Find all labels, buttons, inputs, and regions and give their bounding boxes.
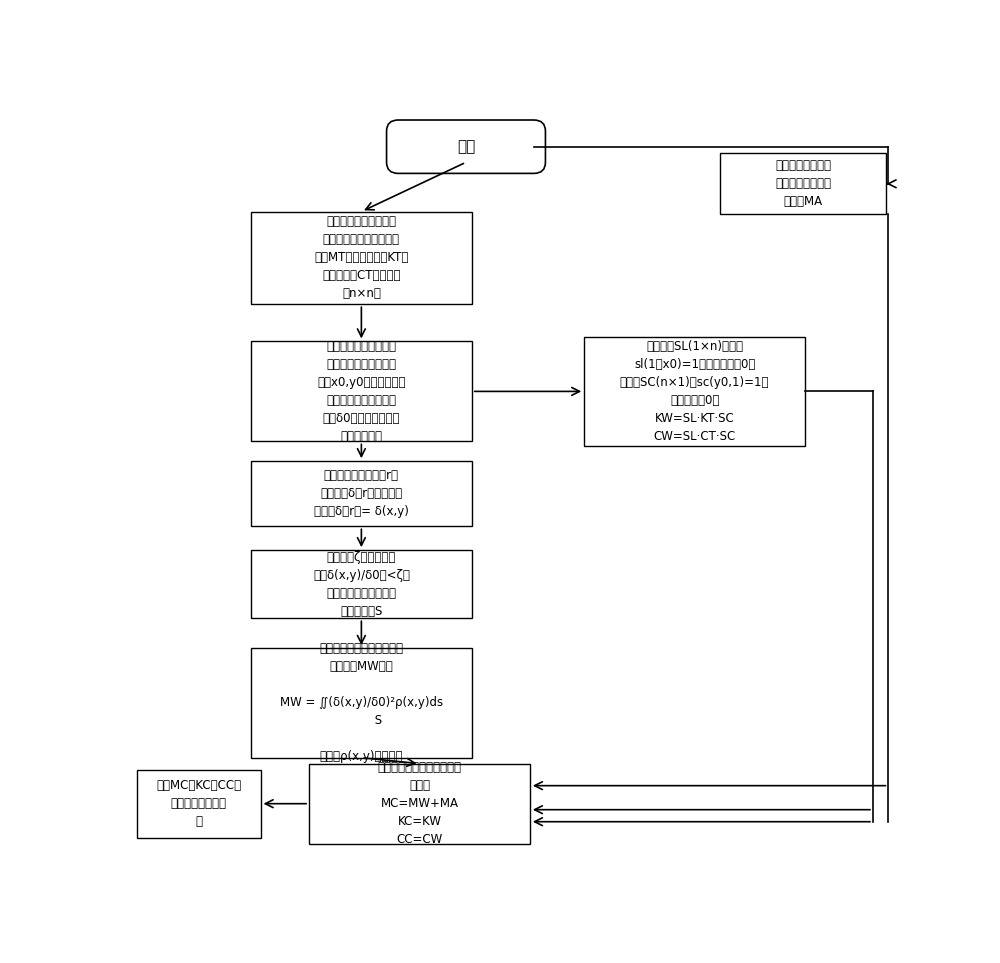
- Text: 则振动控制对象的动力学参
数为：
MC=MW+MA
KC=KW
CC=CW: 则振动控制对象的动力学参 数为： MC=MW+MA KC=KW CC=CW: [378, 761, 462, 846]
- Text: 有限元模态分析，获得
各阶模态的极大变形位
置（x0,y0），对该点进
行静力学分析获得极大
变形δ0，极大变形点为
作动器控制点: 有限元模态分析，获得 各阶模态的极大变形位 置（x0,y0），对该点进 行静力学…: [317, 340, 406, 443]
- Text: 记距离最大变形点为r处
的变形为δ（r），在二维
坐标下δ（r）= δ(x,y): 记距离最大变形点为r处 的变形为δ（r），在二维 坐标下δ（r）= δ(x,y): [314, 469, 409, 518]
- Bar: [251, 461, 472, 527]
- Bar: [251, 212, 472, 304]
- Bar: [251, 550, 472, 618]
- FancyBboxPatch shape: [387, 120, 545, 173]
- Bar: [720, 153, 886, 214]
- Text: 设行向量SL(1×n)，元素
sl(1，x0)=1，其它元素为0；
列向量SC(n×1)，sc(y0,1)=1，
其它元素为0。
KW=SL·KT·SC
CW=: 设行向量SL(1×n)，元素 sl(1，x0)=1，其它元素为0； 列向量SC(…: [620, 340, 769, 443]
- Text: 开始: 开始: [457, 140, 475, 154]
- Bar: [309, 764, 530, 844]
- Bar: [251, 648, 472, 758]
- Text: 对作动器进行结构
分析获得其随动件
质量的MA: 对作动器进行结构 分析获得其随动件 质量的MA: [775, 159, 831, 208]
- Bar: [251, 341, 472, 441]
- Text: 有限元方法对被减振件
（工件）分析获得总质量
矩阵MT、总刚度矩阵KT、
总阻尼矩阵CT（维度均
为n×n）: 有限元方法对被减振件 （工件）分析获得总质量 矩阵MT、总刚度矩阵KT、 总阻尼…: [314, 216, 409, 300]
- Text: 记控制点处的被减振件的估
计质量为MW，：

MW = ∬(δ(x,y)/δ0)²ρ(x,y)ds
         S

其中：ρ(x,y)为面密度: 记控制点处的被减振件的估 计质量为MW，： MW = ∬(δ(x,y)/δ0)²…: [280, 642, 443, 764]
- Text: 设定阈值ζ，通过不等
式（δ(x,y)/δ0）<ζ，
获得一边界条件，构成
的面域记为S: 设定阈值ζ，通过不等 式（δ(x,y)/δ0）<ζ， 获得一边界条件，构成 的面…: [313, 551, 410, 617]
- Bar: [584, 336, 805, 446]
- Bar: [137, 769, 261, 838]
- Text: 基于MC、KC、CC进
行振动控制算法设
计: 基于MC、KC、CC进 行振动控制算法设 计: [156, 779, 241, 828]
